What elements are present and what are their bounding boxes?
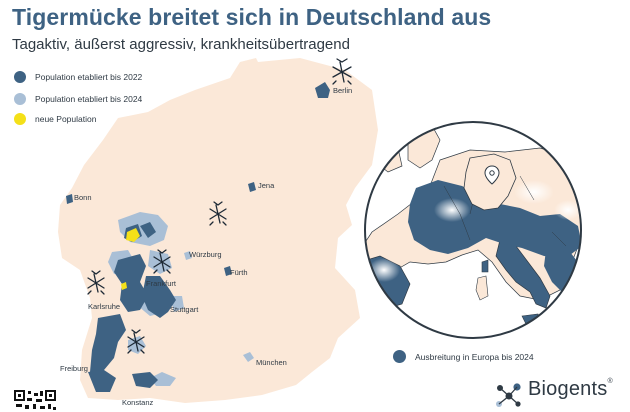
europe-inset-frame [364,121,582,339]
mosquito-icon [209,201,227,226]
mosquito-icon [127,329,145,354]
germany-north-coast [230,58,262,78]
city-label-fuerth: Fürth [230,268,248,277]
legend-dot-2024 [14,93,26,105]
new-population-areas [121,228,140,290]
city-label-freiburg: Freiburg [60,364,88,373]
city-label-karlsruhe: Karlsruhe [88,302,121,311]
city-label-frankfurt: Frankfurt [146,279,177,288]
europe-inset-map [365,122,581,338]
brand-name: Biogents® [528,378,613,400]
europe-legend-label: Ausbreitung in Europa bis 2024 [415,351,534,362]
europe-legend-dot [393,350,406,363]
mosquito-icon [332,58,352,85]
map-pin-icon [484,165,500,185]
biogents-logo: Biogents® [522,378,613,401]
mosquito-icon [153,249,171,274]
europe-legend: Ausbreitung in Europa bis 2024 [393,350,534,363]
legend-dot-2022 [14,71,26,83]
page-subtitle: Tagaktiv, äußerst aggressiv, krankheitsü… [12,36,350,53]
germany-outline [58,58,378,403]
legend-item-new: neue Population [14,112,96,126]
city-label-stuttgart: Stuttgart [170,305,199,314]
city-label-bonn: Bonn [74,193,92,202]
legend-item-2022: Population etabliert bis 2022 [14,70,142,84]
page-title: Tigermücke breitet sich in Deutschland a… [12,4,492,30]
city-label-muenchen: München [256,358,287,367]
mosquito-icons [87,58,352,354]
city-label-berlin: Berlin [333,86,353,95]
qr-code-icon [14,389,58,412]
biogents-logo-icon [496,383,521,407]
legend-item-2024: Population etabliert bis 2024 [14,92,142,106]
mosquito-icon [87,270,105,295]
city-label-jena: Jena [258,181,275,190]
city-label-konstanz: Konstanz [122,398,154,407]
legend-label-2024: Population etabliert bis 2024 [35,94,143,104]
legend-dot-new [14,113,26,125]
city-label-wuerzburg: Würzburg [189,250,222,259]
legend-label-2022: Population etabliert bis 2022 [35,72,143,82]
legend-label-new: neue Population [35,114,97,124]
